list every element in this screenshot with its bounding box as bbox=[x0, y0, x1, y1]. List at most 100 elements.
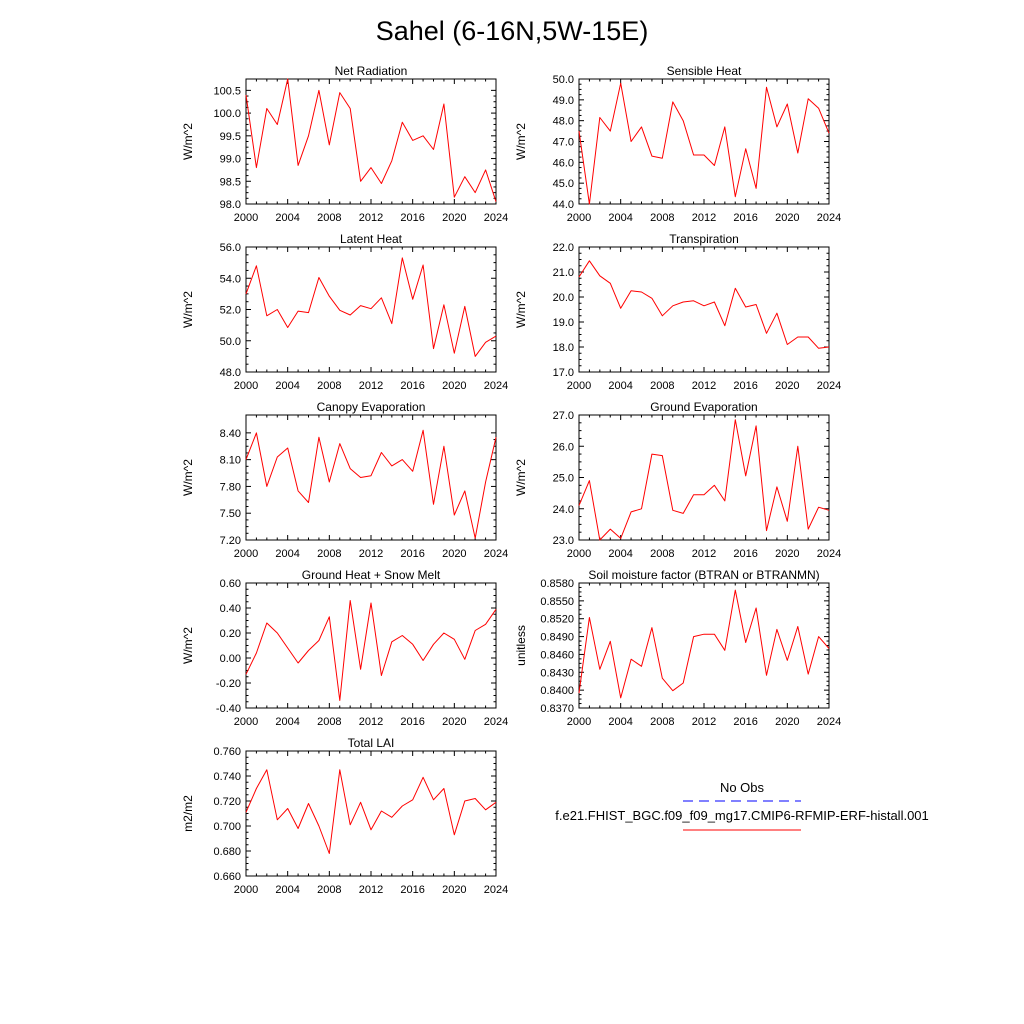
x-tick-label: 2016 bbox=[733, 380, 757, 392]
series-line bbox=[578, 82, 830, 205]
y-axis-label: unitless bbox=[514, 625, 528, 666]
x-tick-label: 2000 bbox=[567, 716, 591, 728]
plot-frame bbox=[578, 246, 830, 373]
y-tick-label: 48.0 bbox=[220, 367, 241, 379]
page-title: Sahel (6-16N,5W-15E) bbox=[376, 16, 649, 46]
x-tick-label: 2024 bbox=[484, 884, 508, 896]
y-tick-label: 99.0 bbox=[220, 154, 241, 166]
x-tick-label: 2000 bbox=[234, 212, 258, 224]
y-tick-label: 52.0 bbox=[220, 305, 241, 317]
x-tick-label: 2008 bbox=[650, 212, 674, 224]
x-tick-label: 2020 bbox=[775, 716, 799, 728]
x-tick-label: 2024 bbox=[817, 212, 841, 224]
x-tick-label: 2020 bbox=[442, 380, 466, 392]
y-tick-label: 0.8490 bbox=[540, 632, 574, 644]
y-tick-label: 0.660 bbox=[213, 871, 241, 883]
y-tick-label: 7.80 bbox=[220, 481, 241, 493]
x-tick-label: 2016 bbox=[400, 212, 424, 224]
x-tick-label: 2008 bbox=[317, 548, 341, 560]
x-tick-label: 2004 bbox=[275, 548, 299, 560]
y-tick-label: -0.20 bbox=[216, 678, 241, 690]
x-tick-label: 2024 bbox=[817, 716, 841, 728]
y-tick-label: 99.5 bbox=[220, 131, 241, 143]
y-tick-label: 45.0 bbox=[553, 178, 574, 190]
panel-title: Canopy Evaporation bbox=[317, 400, 426, 414]
panel-title: Ground Evaporation bbox=[650, 400, 757, 414]
x-tick-label: 2016 bbox=[733, 716, 757, 728]
y-tick-label: 25.0 bbox=[553, 473, 574, 485]
panel-title: Transpiration bbox=[669, 232, 739, 246]
x-tick-label: 2000 bbox=[234, 548, 258, 560]
y-tick-label: 24.0 bbox=[553, 504, 574, 516]
x-tick-label: 2016 bbox=[400, 716, 424, 728]
y-axis-label: W/m^2 bbox=[514, 123, 528, 160]
x-tick-label: 2012 bbox=[692, 716, 716, 728]
x-tick-label: 2004 bbox=[608, 716, 632, 728]
y-axis-label: W/m^2 bbox=[181, 123, 195, 160]
x-tick-label: 2024 bbox=[484, 716, 508, 728]
y-tick-label: 100.0 bbox=[213, 108, 241, 120]
y-tick-label: 0.740 bbox=[213, 771, 241, 783]
panel-5: Canopy Evaporation W/m^2 2000 2004 2008 2012 2… bbox=[181, 400, 508, 560]
x-tick-label: 2012 bbox=[692, 380, 716, 392]
y-axis-label: m2/m2 bbox=[181, 795, 195, 832]
y-tick-label: 21.0 bbox=[553, 267, 574, 279]
panel-7: Ground Heat + Snow Melt W/m^2 2000 2004 2008… bbox=[181, 568, 508, 728]
x-tick-label: 2004 bbox=[608, 548, 632, 560]
x-tick-label: 2012 bbox=[359, 212, 383, 224]
panel-8: Soil moisture factor (BTRAN or BTRANMN) u… bbox=[514, 568, 841, 728]
y-tick-label: 54.0 bbox=[220, 273, 241, 285]
y-tick-label: 56.0 bbox=[220, 242, 241, 254]
panels-container: Net Radiation W/m^2 2000 2004 2008 2012 2016 20… bbox=[181, 64, 841, 896]
y-tick-label: -0.40 bbox=[216, 703, 241, 715]
x-tick-label: 2020 bbox=[775, 212, 799, 224]
x-tick-label: 2008 bbox=[650, 716, 674, 728]
x-tick-label: 2016 bbox=[733, 548, 757, 560]
y-tick-label: 44.0 bbox=[553, 199, 574, 211]
y-tick-label: 19.0 bbox=[553, 317, 574, 329]
x-tick-label: 2020 bbox=[442, 548, 466, 560]
x-tick-label: 2000 bbox=[567, 212, 591, 224]
x-tick-label: 2024 bbox=[484, 548, 508, 560]
x-tick-label: 2004 bbox=[275, 212, 299, 224]
panel-6: Ground Evaporation W/m^2 2000 2004 2008 2012 2… bbox=[514, 400, 841, 560]
panel-9: Total LAI m2/m2 2000 2004 2008 2012 2016 2020 20… bbox=[181, 736, 508, 896]
plot-frame bbox=[245, 414, 497, 541]
x-tick-label: 2004 bbox=[608, 212, 632, 224]
panel-title: Latent Heat bbox=[340, 232, 403, 246]
x-tick-label: 2012 bbox=[359, 716, 383, 728]
y-tick-label: 18.0 bbox=[553, 342, 574, 354]
y-tick-label: 0.8400 bbox=[540, 685, 574, 697]
y-tick-label: 7.50 bbox=[220, 508, 241, 520]
x-tick-label: 2012 bbox=[359, 380, 383, 392]
panel-title: Sensible Heat bbox=[667, 64, 742, 78]
y-tick-label: 49.0 bbox=[553, 95, 574, 107]
x-tick-label: 2012 bbox=[692, 212, 716, 224]
legend: No Obs f.e21.FHIST_BGC.f09_f09_mg17.CMIP… bbox=[555, 780, 929, 831]
y-tick-label: 0.8580 bbox=[540, 578, 574, 590]
x-tick-label: 2020 bbox=[775, 548, 799, 560]
y-tick-label: 0.680 bbox=[213, 846, 241, 858]
y-tick-label: 98.5 bbox=[220, 176, 241, 188]
x-tick-label: 2024 bbox=[817, 548, 841, 560]
panel-1: Net Radiation W/m^2 2000 2004 2008 2012 2016 20… bbox=[181, 64, 508, 224]
y-tick-label: 46.0 bbox=[553, 157, 574, 169]
x-tick-label: 2000 bbox=[234, 884, 258, 896]
y-tick-label: 0.720 bbox=[213, 796, 241, 808]
y-tick-label: 23.0 bbox=[553, 535, 574, 547]
panel-title: Total LAI bbox=[348, 736, 395, 750]
y-tick-label: 0.8550 bbox=[540, 596, 574, 608]
y-tick-label: 0.8430 bbox=[540, 667, 574, 679]
x-tick-label: 2004 bbox=[608, 380, 632, 392]
series-line bbox=[245, 600, 497, 701]
x-tick-label: 2008 bbox=[317, 884, 341, 896]
y-tick-label: 50.0 bbox=[220, 336, 241, 348]
legend-model-label: f.e21.FHIST_BGC.f09_f09_mg17.CMIP6-RFMIP… bbox=[555, 808, 929, 823]
y-tick-label: 0.8520 bbox=[540, 614, 574, 626]
y-tick-label: 7.20 bbox=[220, 535, 241, 547]
y-tick-label: 0.760 bbox=[213, 746, 241, 758]
legend-obs-label: No Obs bbox=[720, 780, 765, 795]
x-tick-label: 2012 bbox=[359, 548, 383, 560]
x-tick-label: 2020 bbox=[442, 212, 466, 224]
x-tick-label: 2008 bbox=[317, 380, 341, 392]
